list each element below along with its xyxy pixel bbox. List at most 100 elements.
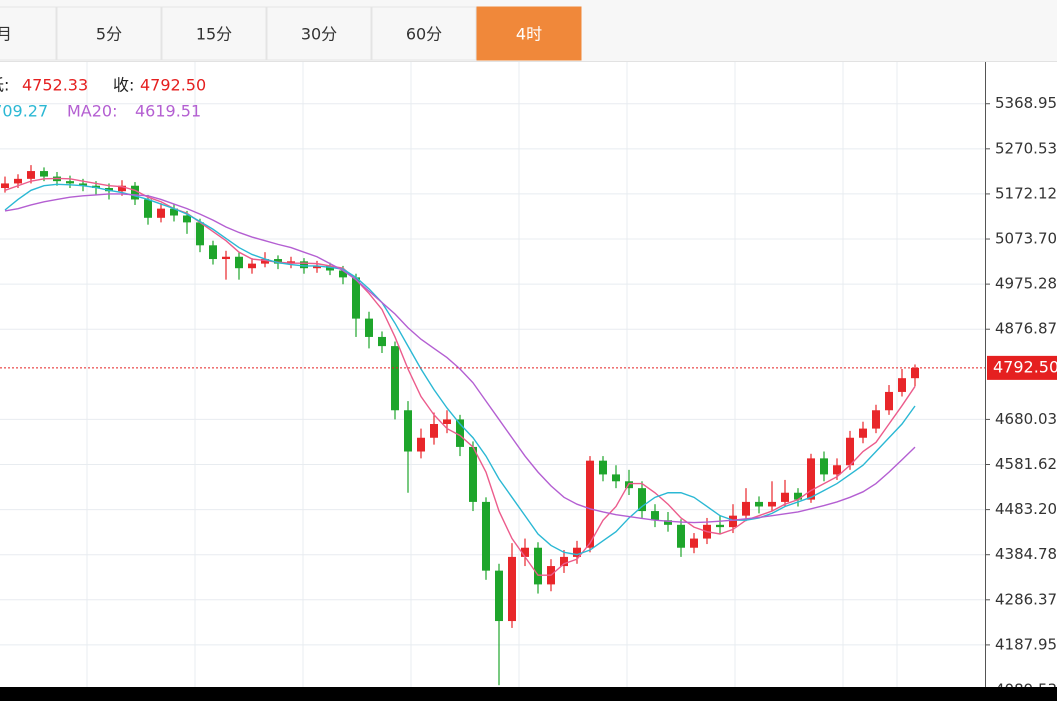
candle-body bbox=[677, 524, 685, 548]
candle-body bbox=[222, 256, 230, 260]
candle-body bbox=[365, 318, 373, 337]
tab[interactable] bbox=[476, 6, 582, 61]
candle-body bbox=[872, 410, 880, 429]
tab[interactable] bbox=[371, 6, 477, 61]
candle-body bbox=[768, 501, 776, 507]
bottom-bar bbox=[0, 687, 1057, 701]
candle-body bbox=[781, 492, 789, 502]
tab-label[interactable]: 60分 bbox=[406, 25, 442, 44]
candle-body bbox=[118, 185, 126, 192]
candle-body bbox=[885, 391, 893, 411]
y-tick-label: 4384.78 bbox=[995, 545, 1057, 563]
y-tick-label: 4581.62 bbox=[995, 455, 1057, 473]
candle-body bbox=[66, 181, 74, 184]
candle-body bbox=[183, 215, 191, 223]
candle-body bbox=[612, 474, 620, 482]
candle-body bbox=[690, 538, 698, 548]
candle-body bbox=[911, 367, 919, 379]
candle-body bbox=[209, 245, 217, 260]
tab[interactable] bbox=[0, 6, 57, 61]
tab-label[interactable]: 15分 bbox=[196, 25, 232, 44]
tab-label[interactable]: 月 bbox=[0, 25, 12, 44]
ma20-value: 4619.51 bbox=[135, 102, 201, 121]
candle-body bbox=[313, 265, 321, 269]
last-price-box bbox=[987, 355, 1057, 380]
candle-body bbox=[404, 410, 412, 452]
candle-body bbox=[755, 501, 763, 507]
y-tick-label: 4975.28 bbox=[995, 275, 1057, 293]
plot bbox=[1, 165, 919, 686]
ma-line bbox=[4, 177, 916, 576]
candle-body bbox=[235, 256, 243, 269]
low-value: 4752.33 bbox=[22, 76, 88, 95]
candle-body bbox=[469, 446, 477, 502]
candle-body bbox=[482, 501, 490, 571]
candle-body bbox=[495, 570, 503, 622]
candle-body bbox=[14, 178, 22, 184]
ma10-value: 4709.27 bbox=[0, 102, 48, 121]
candle-body bbox=[586, 460, 594, 548]
candle-body bbox=[430, 424, 438, 438]
candle-body bbox=[352, 277, 360, 319]
candle-body bbox=[170, 208, 178, 216]
grid bbox=[0, 62, 985, 691]
candle-body bbox=[339, 270, 347, 278]
candle-body bbox=[716, 524, 724, 528]
candle-body bbox=[27, 171, 35, 179]
candle-body bbox=[144, 199, 152, 218]
ma-line bbox=[4, 193, 916, 524]
candle-body bbox=[859, 428, 867, 438]
candle-body bbox=[742, 501, 750, 516]
candle-body bbox=[807, 458, 815, 500]
candle-body bbox=[378, 336, 386, 347]
candle-body bbox=[664, 520, 672, 525]
y-tick-label: 4680.03 bbox=[995, 410, 1057, 428]
candle-body bbox=[443, 419, 451, 425]
candle-body bbox=[391, 346, 399, 411]
last-price-label: 4792.50 bbox=[993, 357, 1057, 376]
candle-body bbox=[794, 492, 802, 500]
candle-body bbox=[131, 185, 139, 200]
tab-label[interactable]: 4时 bbox=[516, 25, 542, 44]
candle-body bbox=[573, 547, 581, 557]
candle-body bbox=[417, 437, 425, 452]
tab[interactable] bbox=[266, 6, 372, 61]
candle-body bbox=[326, 265, 334, 271]
close-label: 收: bbox=[113, 76, 134, 95]
candle-body bbox=[508, 556, 516, 622]
candle-body bbox=[300, 261, 308, 269]
close-value: 4792.50 bbox=[140, 76, 206, 95]
y-tick-label: 5270.53 bbox=[995, 139, 1057, 157]
y-tick-label: 4286.37 bbox=[995, 590, 1057, 608]
candle-body bbox=[274, 259, 282, 264]
candle-body bbox=[248, 263, 256, 269]
tab-label[interactable]: 30分 bbox=[301, 25, 337, 44]
y-tick-label: 4483.20 bbox=[995, 500, 1057, 518]
ma20-name: MA20: bbox=[67, 102, 118, 121]
candle-body bbox=[456, 419, 464, 447]
y-tick-label: 5172.12 bbox=[995, 184, 1057, 202]
candle-body bbox=[729, 515, 737, 528]
candle-body bbox=[521, 547, 529, 557]
candle-body bbox=[599, 460, 607, 475]
candle-body bbox=[534, 547, 542, 585]
tab-label[interactable]: 5分 bbox=[96, 25, 122, 44]
candle-body bbox=[40, 171, 48, 177]
candle-body bbox=[651, 511, 659, 521]
tab[interactable] bbox=[161, 6, 267, 61]
candle-body bbox=[898, 378, 906, 392]
tab[interactable] bbox=[56, 6, 162, 61]
candle-body bbox=[560, 556, 568, 567]
candle-body bbox=[157, 208, 165, 218]
candle-body bbox=[261, 259, 269, 264]
candle-body bbox=[846, 437, 854, 466]
candle-body bbox=[833, 465, 841, 475]
y-tick-label: 5073.70 bbox=[995, 230, 1057, 248]
low-label: 低: bbox=[0, 76, 9, 95]
candle-body bbox=[820, 458, 828, 475]
y-tick-label: 4187.95 bbox=[995, 635, 1057, 653]
candle-body bbox=[1, 183, 9, 189]
y-tick-label: 4876.87 bbox=[995, 320, 1057, 338]
candle-body bbox=[196, 222, 204, 246]
